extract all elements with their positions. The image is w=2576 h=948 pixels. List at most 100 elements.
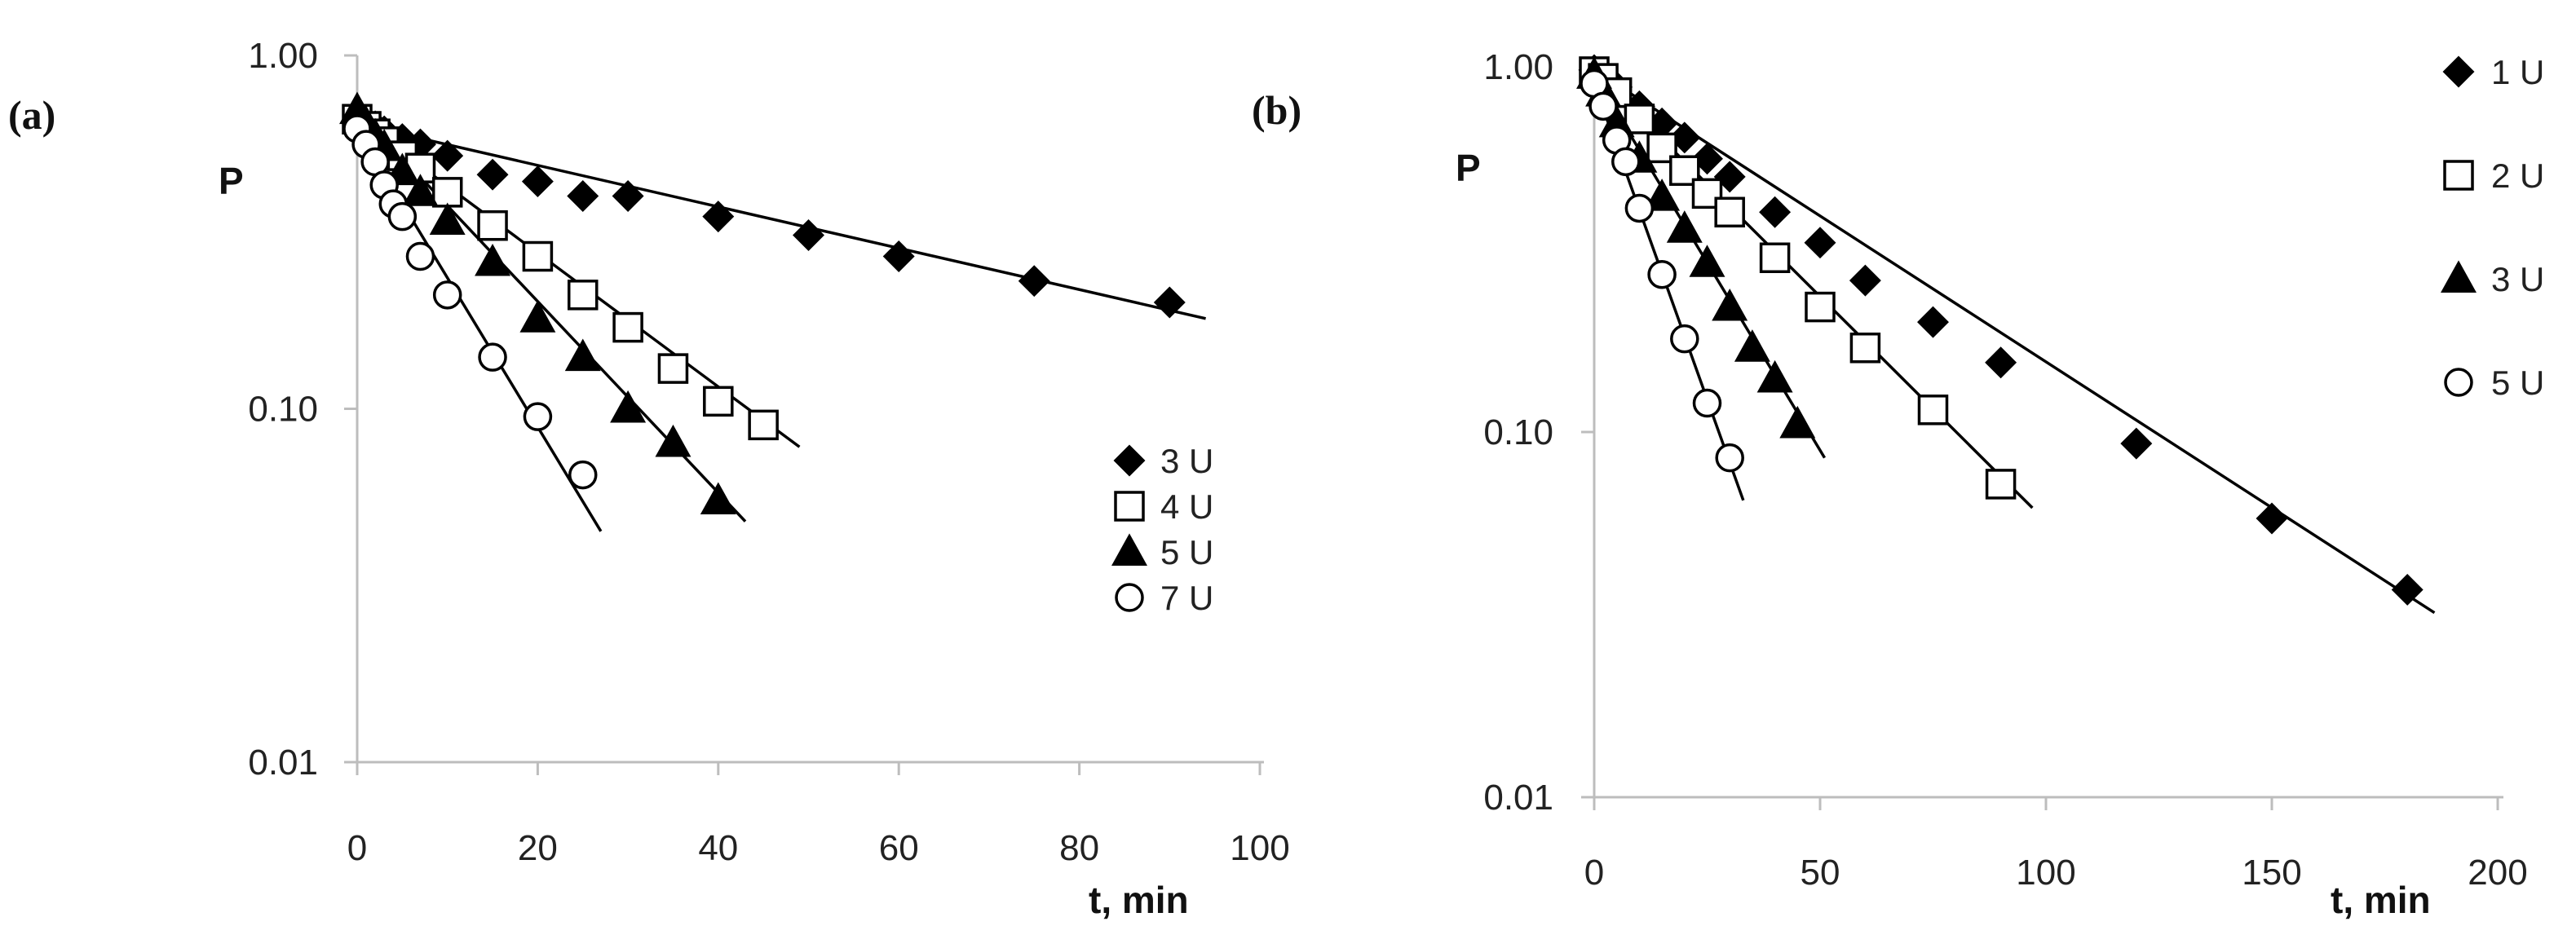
x-tick-label: 60 bbox=[879, 828, 919, 868]
data-point-2u bbox=[1849, 333, 1881, 364]
fit-line-3u bbox=[356, 122, 1206, 320]
data-point-5u bbox=[519, 300, 556, 333]
data-point-7u bbox=[432, 280, 462, 310]
data-point-4u bbox=[522, 240, 554, 272]
x-tick-label: 0 bbox=[1584, 853, 1604, 893]
data-point-7u bbox=[568, 460, 598, 490]
panel-b-fit-lines bbox=[1593, 68, 2436, 615]
y-tick-label: 0.10 bbox=[248, 390, 318, 430]
legend-marker-5u bbox=[1111, 533, 1147, 566]
data-point-7u bbox=[478, 342, 507, 372]
legend-marker-4u bbox=[1114, 491, 1145, 522]
data-point-5u bbox=[475, 244, 511, 276]
x-tick-label: 50 bbox=[1801, 853, 1840, 893]
x-tick-label: 20 bbox=[518, 828, 558, 868]
data-point-1u bbox=[2256, 502, 2288, 535]
data-point-4u bbox=[748, 409, 779, 441]
data-point-1u bbox=[1759, 196, 1792, 228]
data-point-3u bbox=[1689, 245, 1725, 277]
data-point-3u bbox=[1018, 265, 1050, 298]
panel-a-x-axis-title: t, min bbox=[1089, 879, 1189, 921]
data-point-3u bbox=[567, 180, 599, 212]
panel-a-ticks: 0 20 40 60 80 100 0.01 0.10 1.00 bbox=[248, 36, 1289, 868]
data-point-2u bbox=[1714, 196, 1745, 228]
data-point-5u bbox=[1624, 193, 1655, 223]
panel-b-y-axis-title: P bbox=[1456, 147, 1481, 189]
data-point-2u bbox=[1759, 242, 1791, 273]
y-tick-label: 1.00 bbox=[248, 36, 318, 76]
data-point-3u bbox=[431, 139, 464, 172]
legend-label-7u: 7 U bbox=[1160, 579, 1213, 617]
data-point-3u bbox=[882, 240, 915, 272]
y-tick-label: 0.01 bbox=[248, 743, 318, 783]
panel-b-data-points bbox=[1576, 54, 2424, 606]
panel-a-data-points bbox=[339, 91, 1186, 515]
legend-marker-5u bbox=[2444, 368, 2473, 397]
data-point-4u bbox=[612, 311, 643, 343]
data-point-5u bbox=[655, 424, 691, 457]
panel-b-ticks: 0 50 100 150 200 0.01 0.10 1.00 bbox=[1483, 47, 2527, 893]
data-point-3u bbox=[521, 165, 554, 198]
data-point-3u bbox=[793, 219, 824, 251]
data-point-1u bbox=[2391, 573, 2424, 606]
data-point-3u bbox=[702, 201, 735, 233]
data-point-3u bbox=[1712, 288, 1748, 321]
data-point-3u bbox=[476, 158, 509, 191]
y-tick-label: 0.10 bbox=[1483, 412, 1553, 452]
data-point-5u bbox=[1670, 324, 1699, 354]
y-tick-label: 1.00 bbox=[1483, 47, 1553, 87]
data-point-3u bbox=[1734, 329, 1770, 362]
data-point-5u bbox=[610, 390, 647, 423]
data-point-1u bbox=[2120, 427, 2153, 460]
data-point-5u bbox=[700, 482, 736, 515]
legend-label-5u: 5 U bbox=[2491, 364, 2544, 402]
legend-marker-1u bbox=[2442, 55, 2475, 88]
legend-label-3u: 3 U bbox=[1160, 442, 1213, 480]
y-tick-label: 0.01 bbox=[1483, 778, 1553, 818]
legend-label-3u: 3 U bbox=[2491, 260, 2544, 298]
x-tick-label: 100 bbox=[2016, 853, 2075, 893]
legend-label-1u: 1 U bbox=[2491, 53, 2544, 91]
data-point-4u bbox=[657, 353, 689, 384]
fit-line-1u bbox=[1593, 68, 2436, 615]
data-point-5u bbox=[1588, 91, 1618, 121]
data-point-3u bbox=[1153, 286, 1186, 319]
x-tick-label: 80 bbox=[1059, 828, 1099, 868]
data-point-3u bbox=[612, 180, 644, 212]
panel-a-y-axis-title: P bbox=[219, 160, 244, 202]
data-point-4u bbox=[703, 386, 734, 417]
data-point-4u bbox=[477, 209, 508, 241]
data-point-3u bbox=[1779, 405, 1816, 439]
data-point-2u bbox=[1985, 469, 2017, 500]
data-point-2u bbox=[1917, 395, 1949, 425]
legend-label-5u: 5 U bbox=[1160, 533, 1213, 571]
data-point-5u bbox=[429, 202, 466, 236]
legend-marker-2u bbox=[2443, 160, 2474, 191]
data-point-4u bbox=[568, 280, 599, 311]
x-tick-label: 100 bbox=[1230, 828, 1289, 868]
data-point-5u bbox=[402, 174, 439, 206]
data-point-1u bbox=[1985, 346, 2017, 379]
panel-b-chart: (b) P t, min 0 50 100 150 200 0.01 0.10 1.00 1 … bbox=[1252, 47, 2544, 921]
data-point-3u bbox=[1644, 179, 1681, 211]
data-point-5u bbox=[564, 338, 601, 372]
data-point-3u bbox=[1756, 359, 1793, 393]
legend-marker-3u bbox=[1113, 444, 1146, 477]
panel-a-legend: 3 U 4 U 5 U 7 U bbox=[1111, 442, 1213, 617]
data-point-4u bbox=[431, 177, 463, 208]
panel-b-label: (b) bbox=[1252, 87, 1301, 133]
data-point-1u bbox=[1713, 161, 1746, 193]
data-point-2u bbox=[1805, 291, 1836, 323]
panel-a-label: (a) bbox=[8, 92, 55, 138]
data-point-5u bbox=[1715, 443, 1744, 473]
x-tick-label: 40 bbox=[698, 828, 738, 868]
data-point-5u bbox=[1611, 147, 1641, 177]
data-point-1u bbox=[1917, 306, 1949, 338]
data-point-7u bbox=[405, 241, 435, 271]
data-point-1u bbox=[1849, 264, 1881, 297]
legend-label-4u: 4 U bbox=[1160, 487, 1213, 526]
legend-marker-3u bbox=[2441, 260, 2477, 293]
data-point-5u bbox=[1647, 259, 1677, 289]
legend-label-2u: 2 U bbox=[2491, 157, 2544, 195]
